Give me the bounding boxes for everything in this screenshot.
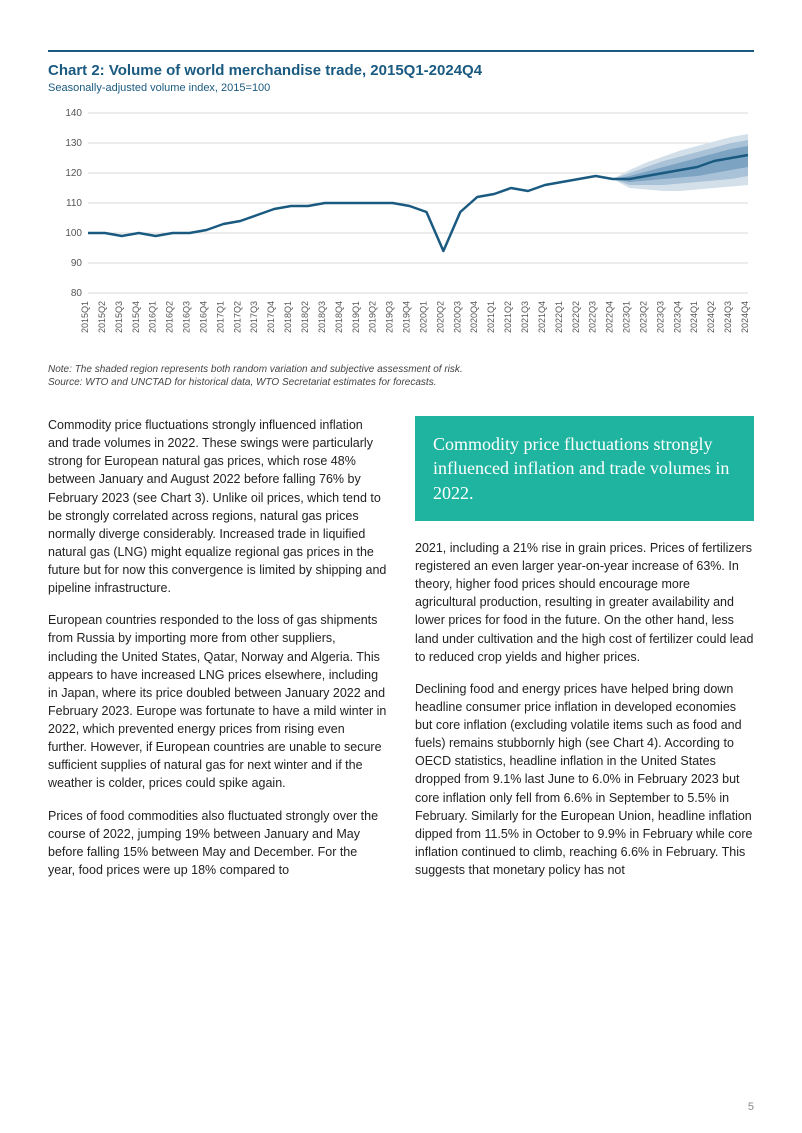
body-paragraph: European countries responded to the loss…: [48, 611, 387, 792]
svg-text:2020Q3: 2020Q3: [452, 301, 462, 333]
svg-text:2015Q3: 2015Q3: [114, 301, 124, 333]
svg-text:2019Q4: 2019Q4: [402, 301, 412, 333]
svg-text:2021Q4: 2021Q4: [537, 301, 547, 333]
svg-text:2021Q2: 2021Q2: [503, 301, 513, 333]
svg-text:2023Q1: 2023Q1: [622, 301, 632, 333]
svg-text:2022Q4: 2022Q4: [605, 301, 615, 333]
svg-text:2015Q1: 2015Q1: [80, 301, 90, 333]
svg-text:2023Q2: 2023Q2: [638, 301, 648, 333]
svg-text:2018Q2: 2018Q2: [300, 301, 310, 333]
svg-text:2018Q1: 2018Q1: [283, 301, 293, 333]
chart-subtitle: Seasonally-adjusted volume index, 2015=1…: [48, 82, 754, 94]
pull-quote: Commodity price fluctuations strongly in…: [415, 416, 754, 521]
svg-text:2017Q2: 2017Q2: [232, 301, 242, 333]
svg-text:110: 110: [66, 198, 82, 209]
svg-text:90: 90: [71, 258, 83, 269]
svg-text:2022Q3: 2022Q3: [588, 301, 598, 333]
svg-text:2019Q1: 2019Q1: [351, 301, 361, 333]
top-rule: [48, 50, 754, 52]
svg-text:120: 120: [65, 168, 82, 179]
trade-volume-chart: 80 90 100 110 120 130 140 2015Q1 2015Q2 2015Q3 201…: [48, 108, 754, 358]
body-paragraph: 2021, including a 21% rise in grain pric…: [415, 539, 754, 666]
svg-text:2021Q3: 2021Q3: [520, 301, 530, 333]
svg-text:2019Q2: 2019Q2: [368, 301, 378, 333]
svg-text:2015Q2: 2015Q2: [97, 301, 107, 333]
svg-text:2018Q4: 2018Q4: [334, 301, 344, 333]
svg-text:2024Q4: 2024Q4: [740, 301, 750, 333]
source-label: Source:: [48, 377, 82, 388]
source-text: WTO and UNCTAD for historical data, WTO …: [85, 377, 436, 388]
svg-text:2019Q3: 2019Q3: [385, 301, 395, 333]
svg-text:2020Q1: 2020Q1: [418, 301, 428, 333]
svg-text:2016Q1: 2016Q1: [148, 301, 158, 333]
svg-text:2024Q1: 2024Q1: [689, 301, 699, 333]
svg-text:2022Q2: 2022Q2: [571, 301, 581, 333]
right-column: Commodity price fluctuations strongly in…: [415, 416, 754, 893]
chart-source: Source: WTO and UNCTAD for historical da…: [48, 377, 754, 388]
chart-note: Note: The shaded region represents both …: [48, 364, 754, 375]
chart-container: 80 90 100 110 120 130 140 2015Q1 2015Q2 2015Q3 201…: [48, 108, 754, 358]
svg-text:2017Q4: 2017Q4: [266, 301, 276, 333]
svg-text:2016Q3: 2016Q3: [182, 301, 192, 333]
body-columns: Commodity price fluctuations strongly in…: [48, 416, 754, 893]
svg-text:100: 100: [65, 228, 82, 239]
svg-text:2015Q4: 2015Q4: [131, 301, 141, 333]
svg-text:2024Q2: 2024Q2: [706, 301, 716, 333]
body-paragraph: Prices of food commodities also fluctuat…: [48, 807, 387, 880]
svg-text:2017Q1: 2017Q1: [215, 301, 225, 333]
svg-text:2016Q4: 2016Q4: [198, 301, 208, 333]
body-paragraph: Declining food and energy prices have he…: [415, 680, 754, 879]
svg-text:2020Q4: 2020Q4: [469, 301, 479, 333]
svg-text:80: 80: [71, 288, 83, 299]
svg-text:2020Q2: 2020Q2: [435, 301, 445, 333]
svg-text:2023Q3: 2023Q3: [655, 301, 665, 333]
left-column: Commodity price fluctuations strongly in…: [48, 416, 387, 893]
page-number: 5: [748, 1101, 754, 1113]
svg-text:2022Q1: 2022Q1: [554, 301, 564, 333]
svg-text:130: 130: [65, 138, 82, 149]
svg-text:2016Q2: 2016Q2: [165, 301, 175, 333]
svg-text:2021Q1: 2021Q1: [486, 301, 496, 333]
svg-text:2018Q3: 2018Q3: [317, 301, 327, 333]
note-text: The shaded region represents both random…: [75, 364, 463, 375]
svg-text:2024Q3: 2024Q3: [723, 301, 733, 333]
svg-text:140: 140: [65, 108, 82, 119]
chart-title: Chart 2: Volume of world merchandise tra…: [48, 62, 754, 79]
svg-text:2023Q4: 2023Q4: [672, 301, 682, 333]
note-label: Note:: [48, 364, 72, 375]
svg-text:2017Q3: 2017Q3: [249, 301, 259, 333]
body-paragraph: Commodity price fluctuations strongly in…: [48, 416, 387, 597]
